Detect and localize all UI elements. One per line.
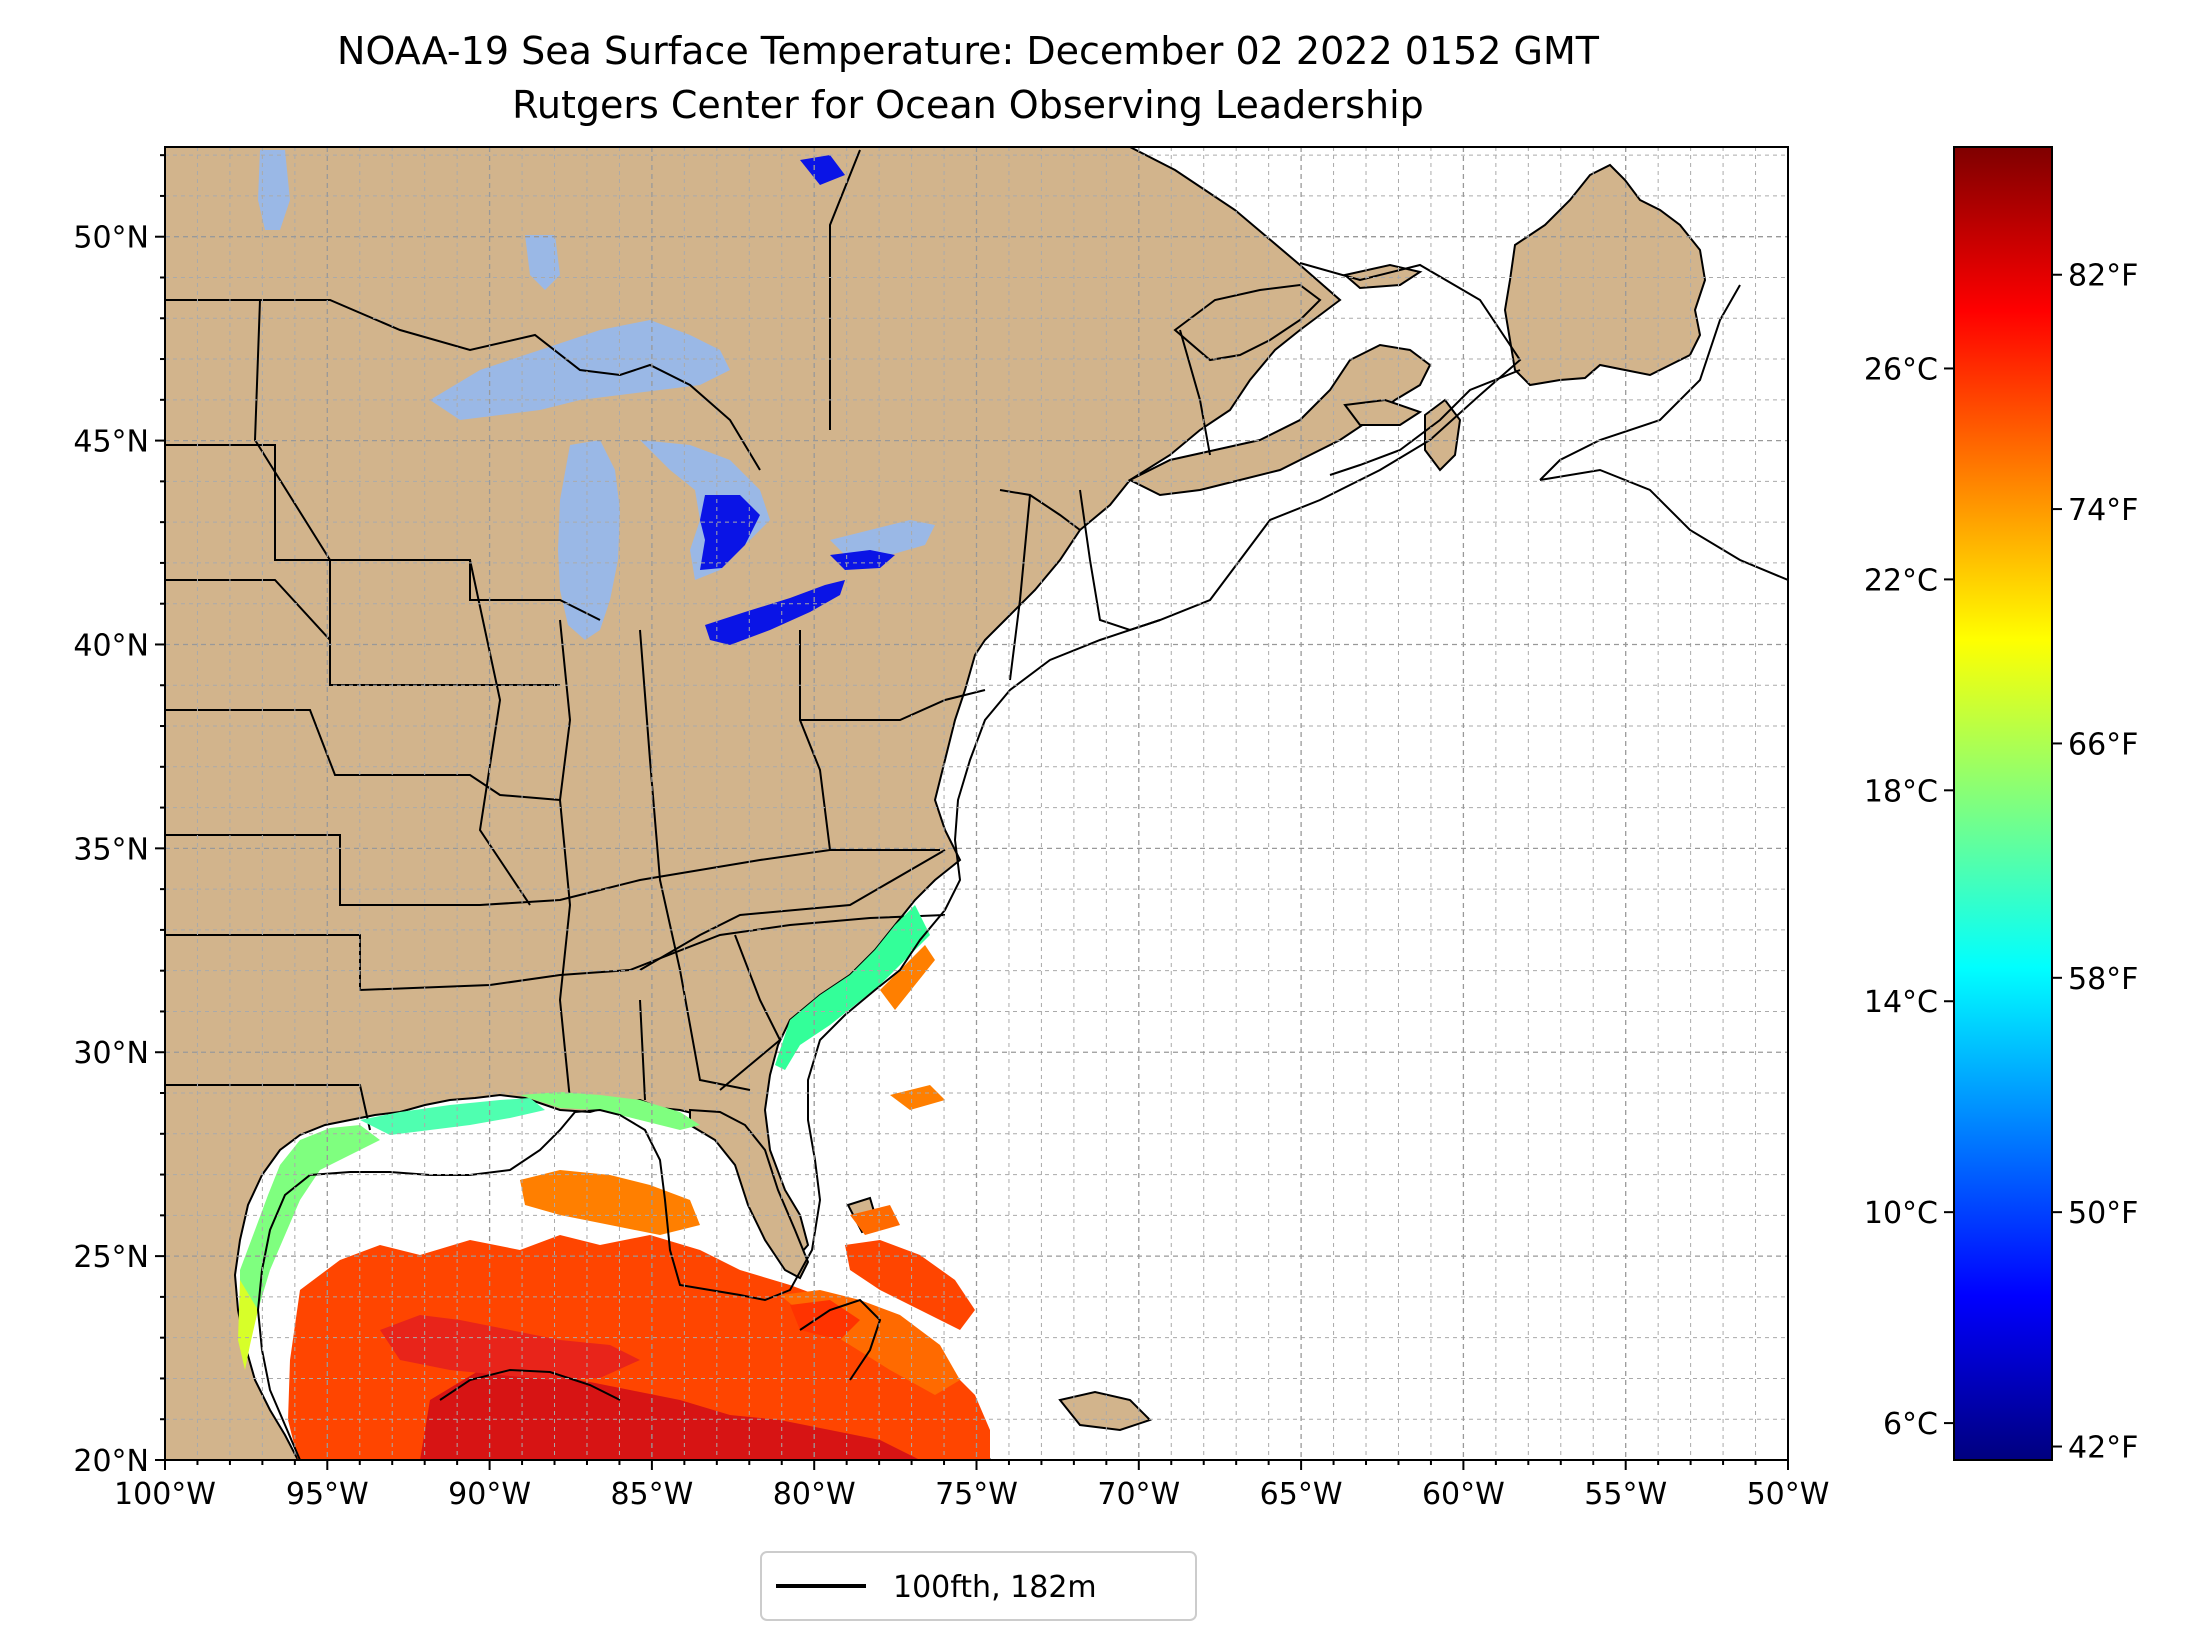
land-north-america — [165, 147, 1342, 1460]
colorbar-c-tick-label: 18°C — [1864, 774, 1938, 809]
colorbar-gradient — [1953, 146, 2053, 1461]
colorbar-f-tick-label: 42°F — [2068, 1431, 2138, 1466]
x-tick-label: 100°W — [114, 1477, 216, 1512]
colorbar-c-tick-label: 22°C — [1864, 563, 1938, 598]
sst-orange-patch-2 — [850, 1205, 900, 1235]
y-tick-label: 45°N — [73, 425, 149, 460]
lake-michigan — [558, 440, 620, 640]
land-hispaniola — [1058, 1390, 1152, 1432]
colorbar-f-tick-label: 66°F — [2068, 727, 2138, 762]
x-tick-label: 75°W — [935, 1477, 1018, 1512]
x-tick-label: 60°W — [1422, 1477, 1505, 1512]
lake-ontario — [830, 520, 935, 560]
map-panel — [165, 147, 1788, 1460]
colorbar-f-tick-label: 50°F — [2068, 1196, 2138, 1231]
legend: 100fth, 182m — [760, 1551, 1197, 1621]
sst-cool-coast-texas — [240, 1125, 380, 1350]
x-tick-label: 85°W — [610, 1477, 693, 1512]
longitude-axis: 100°W 95°W 90°W 85°W 80°W 75°W 70°W 65°W 60°W 55°… — [114, 1460, 1829, 1512]
title-line-1: NOAA-19 Sea Surface Temperature: Decembe… — [337, 29, 1600, 73]
land-newfoundland — [1503, 163, 1707, 387]
y-tick-label: 50°N — [73, 221, 149, 256]
y-tick-label: 35°N — [73, 832, 149, 867]
colorbar-f-tick-label: 82°F — [2068, 259, 2138, 294]
lake-st-john — [800, 155, 845, 185]
sst-gulfstream-nc — [880, 945, 935, 1010]
x-tick-label: 90°W — [448, 1477, 531, 1512]
colorbar-c-tick-label: 14°C — [1864, 985, 1938, 1020]
sst-hot-band — [380, 1315, 640, 1380]
colorbar-c-tick-label: 26°C — [1864, 352, 1938, 387]
lake-erie — [705, 580, 845, 645]
x-tick-label: 70°W — [1097, 1477, 1180, 1512]
sst-orange-north — [520, 1170, 700, 1235]
lake-nipigon — [525, 235, 560, 290]
sst-atlantic-data — [775, 905, 975, 1340]
sst-red-patch-3 — [790, 1300, 860, 1340]
lake-winnipeg-fragments — [258, 150, 290, 230]
x-tick-label: 65°W — [1260, 1477, 1343, 1512]
land-gaspe — [1173, 283, 1322, 362]
colorbar-fahrenheit-ticks: 42°F 50°F 58°F 66°F 74°F 82°F — [2052, 259, 2138, 1466]
colorbar: 6°C 10°C 14°C 18°C 22°C 26°C 42°F 50°F 58°F 66°F… — [1864, 146, 2138, 1466]
y-tick-label: 40°N — [73, 628, 149, 663]
land-pei — [1343, 398, 1423, 426]
y-tick-label: 20°N — [73, 1444, 149, 1479]
political-borders — [165, 149, 1211, 1131]
legend-label: 100fth, 182m — [893, 1570, 1097, 1605]
latitude-axis: 20°N 25°N 30°N 35°N 40°N 45°N 50°N — [73, 154, 165, 1479]
grid-major — [165, 147, 1788, 1460]
colorbar-c-tick-label: 10°C — [1864, 1196, 1938, 1231]
sst-sc-coast — [775, 905, 930, 1070]
sst-orange-patch-1 — [890, 1085, 945, 1110]
y-tick-label: 25°N — [73, 1240, 149, 1275]
isobath-100fth — [256, 262, 1788, 1460]
colorbar-celsius-ticks: 6°C 10°C 14°C 18°C 22°C 26°C — [1864, 352, 1954, 1442]
land-anticosti — [1342, 263, 1423, 290]
x-tick-label: 95°W — [286, 1477, 369, 1512]
sst-hot-south — [420, 1365, 920, 1460]
land-maritimes — [1127, 343, 1432, 497]
x-tick-label: 55°W — [1584, 1477, 1667, 1512]
colorbar-c-tick-label: 6°C — [1883, 1407, 1938, 1442]
sst-bahamas — [845, 1240, 975, 1330]
sst-cool-coast-louisiana — [360, 1098, 545, 1135]
x-tick-label: 80°W — [773, 1477, 856, 1512]
legend-box — [760, 1551, 1197, 1621]
title-line-2: Rutgers Center for Ocean Observing Leade… — [512, 83, 1424, 127]
sst-yellow-edge — [238, 1280, 258, 1370]
sst-cool-coast-florida — [520, 1092, 700, 1130]
x-tick-label: 50°W — [1747, 1477, 1830, 1512]
y-tick-label: 30°N — [73, 1036, 149, 1071]
colorbar-f-tick-label: 58°F — [2068, 962, 2138, 997]
lake-huron-cold — [700, 495, 760, 570]
colorbar-f-tick-label: 74°F — [2068, 493, 2138, 528]
